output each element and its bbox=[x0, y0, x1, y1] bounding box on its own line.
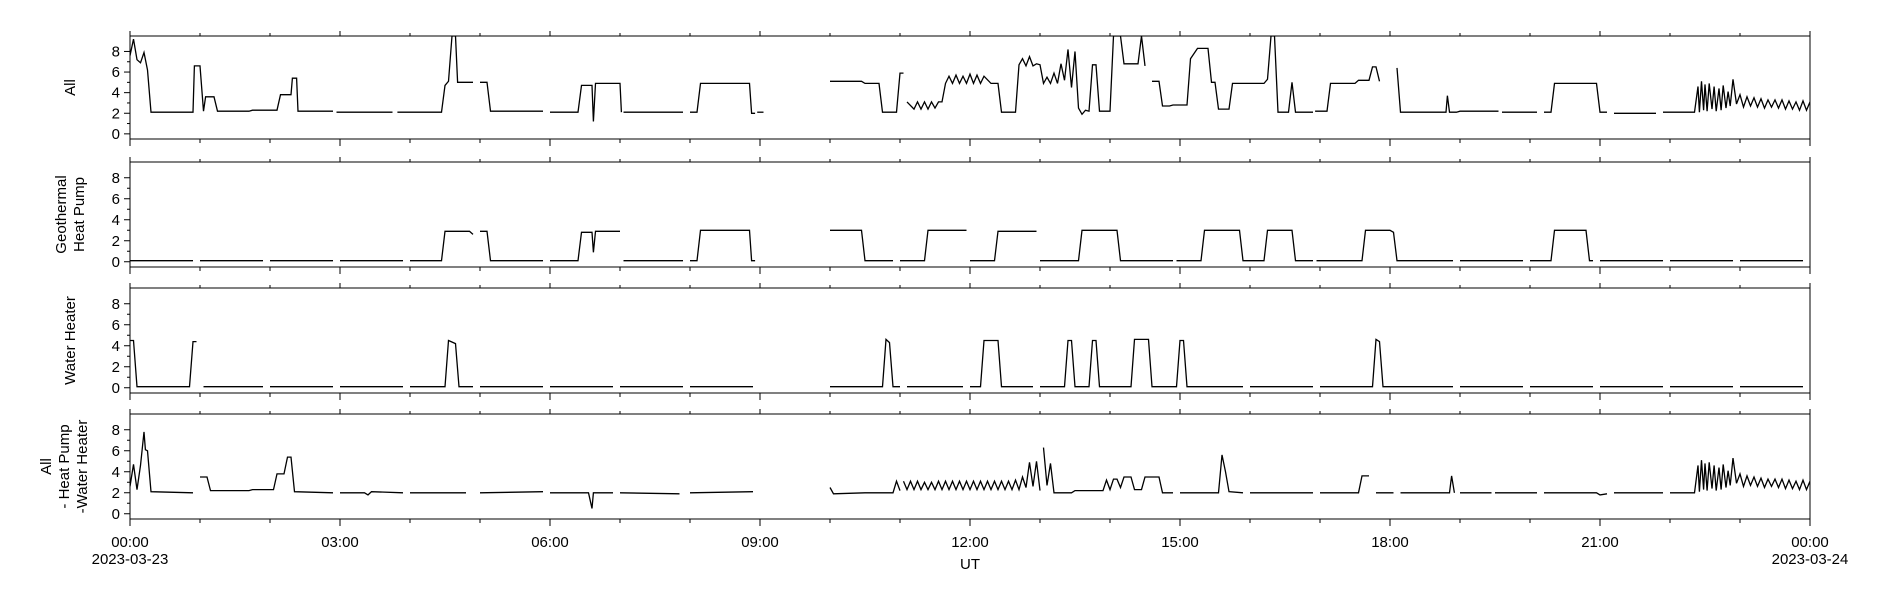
x-tick-label: 03:00 bbox=[321, 534, 359, 551]
y-tick-label: 6 bbox=[112, 64, 120, 81]
series-line-segment bbox=[200, 456, 334, 494]
series-line-segment bbox=[1670, 458, 1810, 494]
panel-frame bbox=[129, 413, 1811, 520]
y-tick-label: 6 bbox=[112, 443, 120, 460]
series-line-segment bbox=[1316, 229, 1453, 262]
series-line-segment bbox=[1040, 229, 1173, 262]
y-tick-label: 2 bbox=[112, 233, 120, 250]
y-tick-label: 8 bbox=[112, 422, 120, 439]
x-tick-date: 2023-03-23 bbox=[92, 551, 169, 568]
series-line-segment bbox=[550, 492, 613, 509]
y-tick-label: 8 bbox=[112, 170, 120, 187]
panel-frame bbox=[129, 35, 1811, 140]
series-line-segment bbox=[1400, 475, 1456, 494]
series-line-segment bbox=[1544, 492, 1608, 496]
series-line-segment bbox=[480, 230, 543, 262]
y-tick-label: 4 bbox=[112, 212, 120, 229]
series-line-segment bbox=[1663, 79, 1810, 113]
y-axis-title: All bbox=[62, 79, 79, 96]
y-axis-title: Heat Pump bbox=[71, 177, 88, 252]
series-line-segment bbox=[689, 491, 754, 494]
panel-1: 0 2 4 6 8 All bbox=[62, 31, 1903, 146]
y-axis-title: -Water Heater bbox=[74, 420, 91, 514]
y-tick-label: 8 bbox=[112, 43, 120, 60]
series-line-segment bbox=[1831, 451, 1903, 493]
series-line-segment bbox=[1152, 36, 1313, 113]
y-tick-label: 0 bbox=[112, 254, 120, 271]
x-tick-label: 00:00 bbox=[1791, 534, 1829, 551]
panel-frame bbox=[129, 287, 1811, 394]
y-axis-title: All bbox=[38, 458, 55, 475]
y-tick-label: 2 bbox=[112, 105, 120, 122]
y-tick-label: 2 bbox=[112, 359, 120, 376]
y-tick-label: 8 bbox=[112, 296, 120, 313]
series-line-segment bbox=[550, 82, 623, 122]
series-line-segment bbox=[970, 339, 1033, 388]
series-line-segment bbox=[1040, 338, 1243, 388]
y-tick-label: 2 bbox=[112, 485, 120, 502]
panel-3: 0 2 4 6 8 Water Heater bbox=[62, 283, 1811, 400]
y-tick-label: 4 bbox=[112, 464, 120, 481]
series-line-segment bbox=[130, 38, 333, 113]
y-tick-label: 6 bbox=[112, 317, 120, 334]
panel-4: 0 2 4 6 8 All - Heat Pump -Water Heater bbox=[38, 409, 1903, 526]
x-tick-date: 2023-03-24 bbox=[1772, 551, 1849, 568]
series-line-segment bbox=[1042, 447, 1173, 494]
series-line-segment bbox=[690, 82, 756, 114]
series-line-segment bbox=[619, 492, 680, 495]
series-line-segment bbox=[410, 339, 473, 388]
series-line-segment bbox=[906, 36, 1146, 116]
y-tick-label: 0 bbox=[112, 506, 120, 523]
series-line-segment bbox=[550, 230, 620, 262]
series-line-segment bbox=[690, 229, 756, 262]
y-tick-label: 4 bbox=[112, 338, 120, 355]
x-tick-label: 09:00 bbox=[741, 534, 779, 551]
series-line-segment bbox=[1530, 229, 1593, 262]
series-line-segment bbox=[1320, 475, 1369, 494]
y-axis-title: Geothermal bbox=[53, 175, 70, 253]
x-axis-title: UT bbox=[960, 556, 980, 573]
series-line-segment bbox=[1831, 65, 1903, 112]
series-line-segment bbox=[410, 230, 474, 262]
series-line-segment bbox=[1180, 454, 1244, 494]
x-tick-label: 12:00 bbox=[951, 534, 989, 551]
series-line-segment bbox=[830, 338, 900, 388]
y-tick-label: 0 bbox=[112, 126, 120, 143]
x-tick-label: 00:00 bbox=[111, 534, 149, 551]
y-tick-label: 6 bbox=[112, 191, 120, 208]
series-line-segment bbox=[1176, 229, 1313, 262]
series-line-segment bbox=[1315, 66, 1381, 112]
panel-frame bbox=[129, 161, 1811, 268]
y-tick-label: 0 bbox=[112, 380, 120, 397]
y-axis-title: - Heat Pump bbox=[56, 424, 73, 508]
series-line-segment bbox=[130, 431, 194, 494]
series-line-segment bbox=[397, 36, 473, 113]
series-line-segment bbox=[480, 81, 543, 112]
series-line-segment bbox=[830, 72, 904, 113]
series-line-segment bbox=[1320, 338, 1453, 388]
y-axis-title: Water Heater bbox=[62, 296, 79, 385]
series-line-segment bbox=[1544, 82, 1607, 113]
x-tick-label: 21:00 bbox=[1581, 534, 1619, 551]
series-line-segment bbox=[900, 229, 967, 262]
series-line-segment bbox=[1396, 67, 1499, 113]
series-line-segment bbox=[970, 230, 1037, 262]
x-tick-label: 15:00 bbox=[1161, 534, 1199, 551]
series-line-segment bbox=[340, 491, 404, 496]
series-line-segment bbox=[829, 479, 901, 495]
y-tick-label: 4 bbox=[112, 85, 120, 102]
series-line-segment bbox=[130, 339, 197, 388]
x-tick-label: 18:00 bbox=[1371, 534, 1409, 551]
series-line-segment bbox=[479, 491, 544, 494]
series-line-segment bbox=[830, 229, 893, 262]
panel-2: 0 2 4 6 8 Geothermal Heat Pump bbox=[53, 157, 1811, 274]
series-line-segment bbox=[902, 461, 1041, 492]
x-tick-label: 06:00 bbox=[531, 534, 569, 551]
